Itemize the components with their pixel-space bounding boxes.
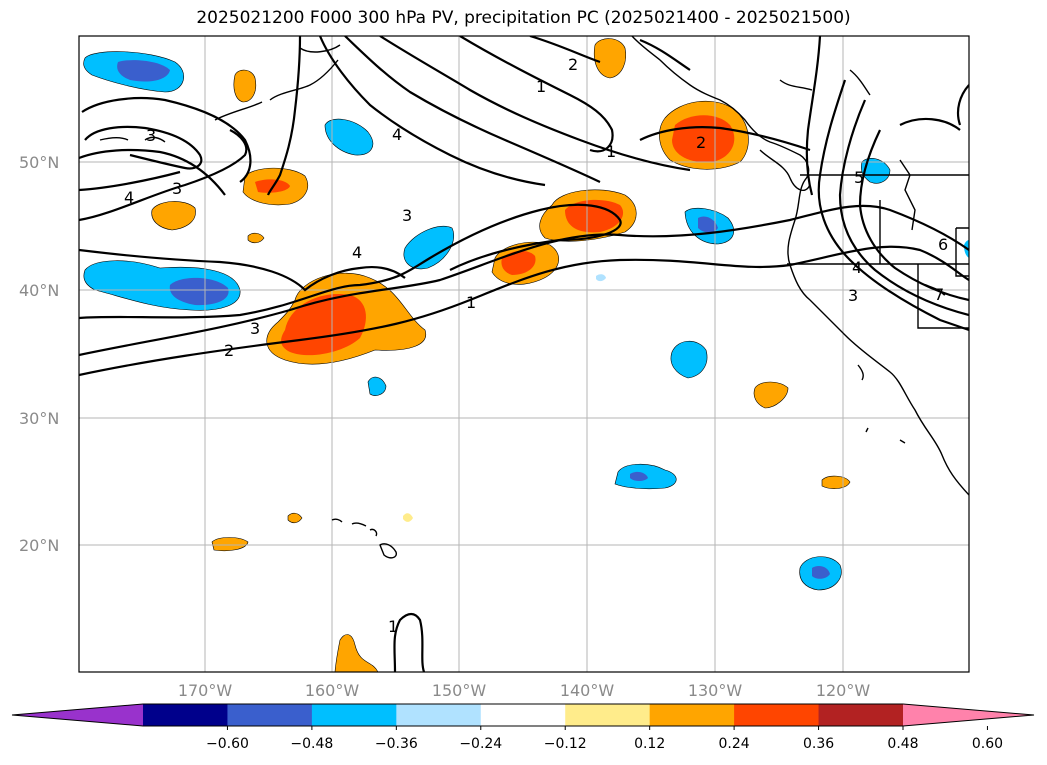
contour-label: 4 bbox=[392, 125, 402, 144]
pv-contours bbox=[79, 36, 969, 672]
contour-label: 2 bbox=[224, 341, 234, 360]
map-frame bbox=[78, 35, 970, 673]
lon-label: 170°W bbox=[178, 681, 233, 700]
lon-label: 140°W bbox=[560, 681, 615, 700]
lon-label: 160°W bbox=[305, 681, 360, 700]
colorbar-segment bbox=[818, 704, 904, 726]
contour-label: 3 bbox=[172, 179, 182, 198]
contour-label: 1 bbox=[536, 77, 546, 96]
colorbar-tick-label: −0.48 bbox=[290, 736, 333, 752]
precip-negative-blobs bbox=[83, 51, 969, 591]
contour-label: 4 bbox=[852, 258, 862, 277]
lat-label: 20°N bbox=[19, 536, 59, 555]
colorbar-tick-label: 0.24 bbox=[719, 736, 750, 752]
colorbar-segment bbox=[649, 704, 735, 726]
lat-axis-labels: 50°N 40°N 30°N 20°N bbox=[19, 153, 59, 555]
lon-label: 130°W bbox=[688, 681, 743, 700]
lon-label: 150°W bbox=[432, 681, 487, 700]
colorbar-tick-label: −0.36 bbox=[375, 736, 418, 752]
colorbar-tick-label: 0.48 bbox=[887, 736, 918, 752]
contour-label: 1 bbox=[388, 617, 398, 636]
colorbar-tick-label: −0.24 bbox=[459, 736, 502, 752]
map-title: 2025021200 F000 300 hPa PV, precipitatio… bbox=[196, 8, 851, 28]
lat-label: 30°N bbox=[19, 409, 59, 428]
colorbar-segment bbox=[396, 704, 482, 726]
contour-label: 1 bbox=[606, 142, 616, 161]
lat-label: 40°N bbox=[19, 281, 59, 300]
colorbar-extend-min bbox=[12, 704, 143, 726]
lat-label: 50°N bbox=[19, 153, 59, 172]
contour-label: 2 bbox=[696, 133, 706, 152]
colorbar-extend-max bbox=[903, 704, 1034, 726]
contour-label: 5 bbox=[854, 168, 864, 187]
contour-label: 3 bbox=[146, 126, 156, 145]
precip-positive-blobs bbox=[151, 38, 851, 672]
contour-labels: 4 4 3 3 2 2 1 1 3 4 3 2 1 3 4 5 6 7 1 bbox=[124, 55, 948, 636]
contour-label: 3 bbox=[848, 286, 858, 305]
colorbar-tick-label: −0.12 bbox=[544, 736, 587, 752]
contour-label: 4 bbox=[352, 243, 362, 262]
contour-label: 2 bbox=[568, 55, 578, 74]
lon-label: 120°W bbox=[816, 681, 871, 700]
colorbar-segment bbox=[480, 704, 566, 726]
colorbar-segment bbox=[143, 704, 228, 726]
contour-label: 4 bbox=[124, 188, 134, 207]
colorbar-tick-label: 0.36 bbox=[803, 736, 834, 752]
colorbar-outline bbox=[11, 703, 1035, 727]
colorbar-segment bbox=[565, 704, 651, 726]
colorbar-segment bbox=[227, 704, 313, 726]
colorbar-tick-label: 0.60 bbox=[972, 736, 1003, 752]
contour-label: 3 bbox=[402, 206, 412, 225]
colorbar: −0.60 −0.48 −0.36 −0.24 −0.12 0.12 0.24 0.36 0.4… bbox=[11, 703, 1035, 752]
contour-label: 7 bbox=[934, 285, 944, 304]
contour-label: 1 bbox=[466, 293, 476, 312]
contour-label: 6 bbox=[938, 235, 948, 254]
colorbar-segment bbox=[311, 704, 397, 726]
colorbar-tick-label: −0.60 bbox=[206, 736, 249, 752]
colorbar-segment bbox=[734, 704, 820, 726]
colorbar-tick-label: 0.12 bbox=[634, 736, 665, 752]
lon-axis-labels: 170°W 160°W 150°W 140°W 130°W 120°W bbox=[178, 681, 871, 700]
contour-label: 3 bbox=[250, 319, 260, 338]
